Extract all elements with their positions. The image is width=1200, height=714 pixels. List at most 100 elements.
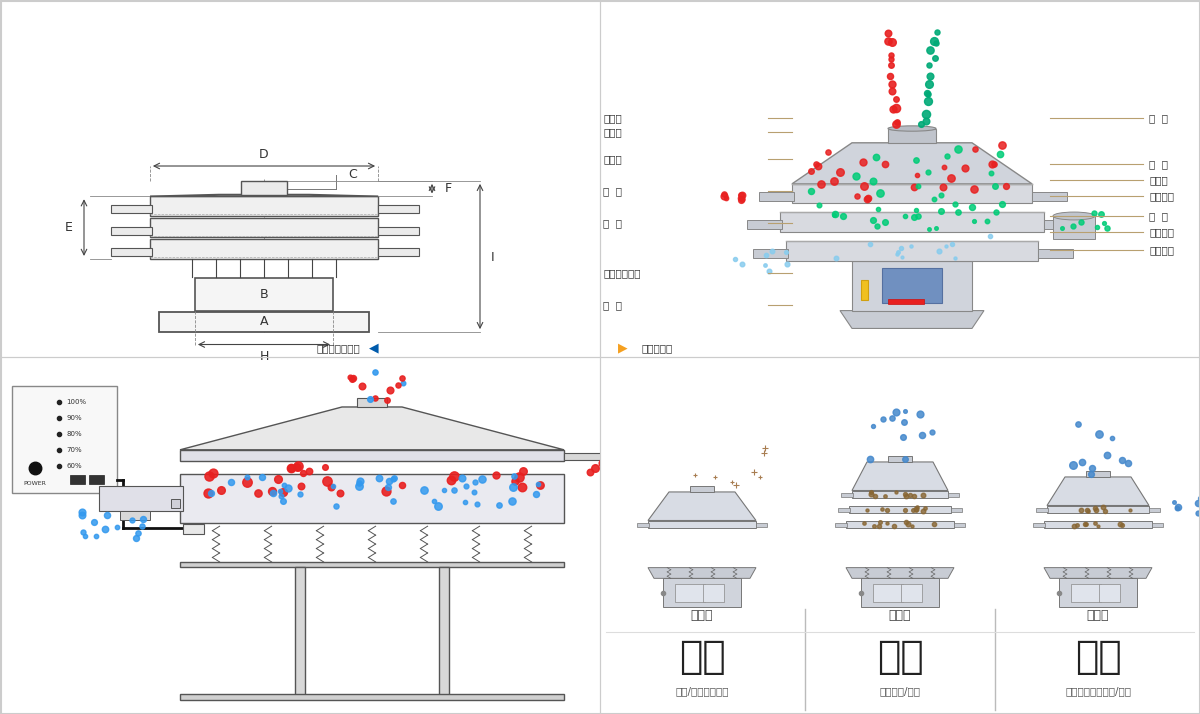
Text: 结构示意图: 结构示意图 <box>642 343 673 353</box>
Bar <box>378 248 419 256</box>
Text: 90%: 90% <box>67 415 83 421</box>
Bar <box>158 313 370 332</box>
Polygon shape <box>1046 477 1150 506</box>
Bar <box>1054 216 1096 239</box>
Bar <box>150 239 378 258</box>
Polygon shape <box>846 568 954 578</box>
Text: 弹  簧: 弹 簧 <box>604 218 622 228</box>
Polygon shape <box>648 492 756 521</box>
Bar <box>1037 508 1048 513</box>
Bar <box>648 521 756 528</box>
Text: POWER: POWER <box>24 481 47 486</box>
Bar <box>954 523 965 527</box>
Polygon shape <box>1044 568 1152 578</box>
Bar <box>1044 521 1152 528</box>
Polygon shape <box>150 195 378 196</box>
Bar <box>170 500 180 508</box>
Text: 筛  盘: 筛 盘 <box>1150 211 1168 221</box>
Text: 机  座: 机 座 <box>604 300 622 311</box>
Bar <box>1060 578 1138 607</box>
Bar <box>792 184 1032 203</box>
Bar <box>674 584 706 601</box>
Bar <box>1033 523 1045 527</box>
Polygon shape <box>792 143 1032 184</box>
Bar <box>690 486 714 492</box>
Bar <box>180 562 564 567</box>
Polygon shape <box>180 407 564 450</box>
Text: 上部重锤: 上部重锤 <box>1150 191 1174 201</box>
Bar <box>378 227 419 234</box>
Text: E: E <box>65 221 73 234</box>
Bar <box>150 196 378 216</box>
Bar <box>850 506 952 513</box>
Bar <box>1150 508 1160 513</box>
Bar <box>112 206 152 213</box>
Bar <box>1086 471 1110 477</box>
Bar <box>1038 249 1073 258</box>
Bar <box>756 523 768 527</box>
Text: 加重块: 加重块 <box>1150 175 1168 186</box>
Bar <box>89 475 103 484</box>
Bar <box>1072 584 1102 601</box>
Bar <box>846 521 954 528</box>
Bar <box>194 278 334 311</box>
Bar <box>1046 506 1150 513</box>
Text: 100%: 100% <box>67 398 86 405</box>
Bar <box>182 524 204 534</box>
Text: 过滤: 过滤 <box>877 638 923 676</box>
Bar <box>841 493 852 497</box>
Bar <box>703 584 725 601</box>
Text: 筛  网: 筛 网 <box>1150 113 1168 123</box>
Text: 分级: 分级 <box>679 638 725 676</box>
Bar <box>852 261 972 311</box>
Polygon shape <box>852 462 948 491</box>
Text: B: B <box>259 288 269 301</box>
Bar <box>839 508 850 513</box>
Bar <box>852 491 948 498</box>
Bar <box>1152 523 1164 527</box>
Bar <box>862 578 940 607</box>
Bar <box>901 584 923 601</box>
Bar <box>1032 192 1067 201</box>
Bar <box>358 398 386 407</box>
Bar <box>637 523 649 527</box>
Bar <box>112 248 152 256</box>
Bar <box>439 567 449 696</box>
Text: A: A <box>259 315 269 328</box>
Bar <box>241 181 287 195</box>
Text: 网  架: 网 架 <box>1150 159 1168 169</box>
Bar <box>150 218 378 237</box>
Bar <box>378 206 419 213</box>
Bar <box>952 508 962 513</box>
Text: 运输固定螺栓: 运输固定螺栓 <box>604 268 641 278</box>
Text: 双层式: 双层式 <box>1087 608 1109 622</box>
Bar <box>98 486 182 511</box>
Bar <box>888 129 936 143</box>
Bar <box>120 511 150 520</box>
Ellipse shape <box>888 126 936 131</box>
Bar <box>180 475 564 523</box>
Bar <box>835 523 847 527</box>
Bar <box>780 213 1044 232</box>
Bar <box>662 578 742 607</box>
Text: 束  环: 束 环 <box>604 186 622 196</box>
Bar <box>862 280 869 300</box>
Bar <box>1099 584 1121 601</box>
Text: D: D <box>259 148 269 161</box>
Text: 外形尺寸示意图: 外形尺寸示意图 <box>317 343 360 353</box>
Text: 70%: 70% <box>67 447 83 453</box>
Bar <box>754 249 787 258</box>
Bar <box>112 227 152 234</box>
Text: 颗粒/粉末准确分级: 颗粒/粉末准确分级 <box>676 685 728 696</box>
Text: H: H <box>259 350 269 363</box>
Bar <box>295 567 305 696</box>
Text: ◀: ◀ <box>370 341 379 355</box>
Text: 下部重锤: 下部重锤 <box>1150 245 1174 255</box>
Text: ▶: ▶ <box>618 341 628 355</box>
Bar <box>760 192 794 201</box>
Bar <box>882 268 942 303</box>
Text: 振动电机: 振动电机 <box>1150 227 1174 237</box>
Polygon shape <box>648 568 756 578</box>
Text: 去除异物/结块: 去除异物/结块 <box>880 685 920 696</box>
Bar <box>888 298 924 304</box>
